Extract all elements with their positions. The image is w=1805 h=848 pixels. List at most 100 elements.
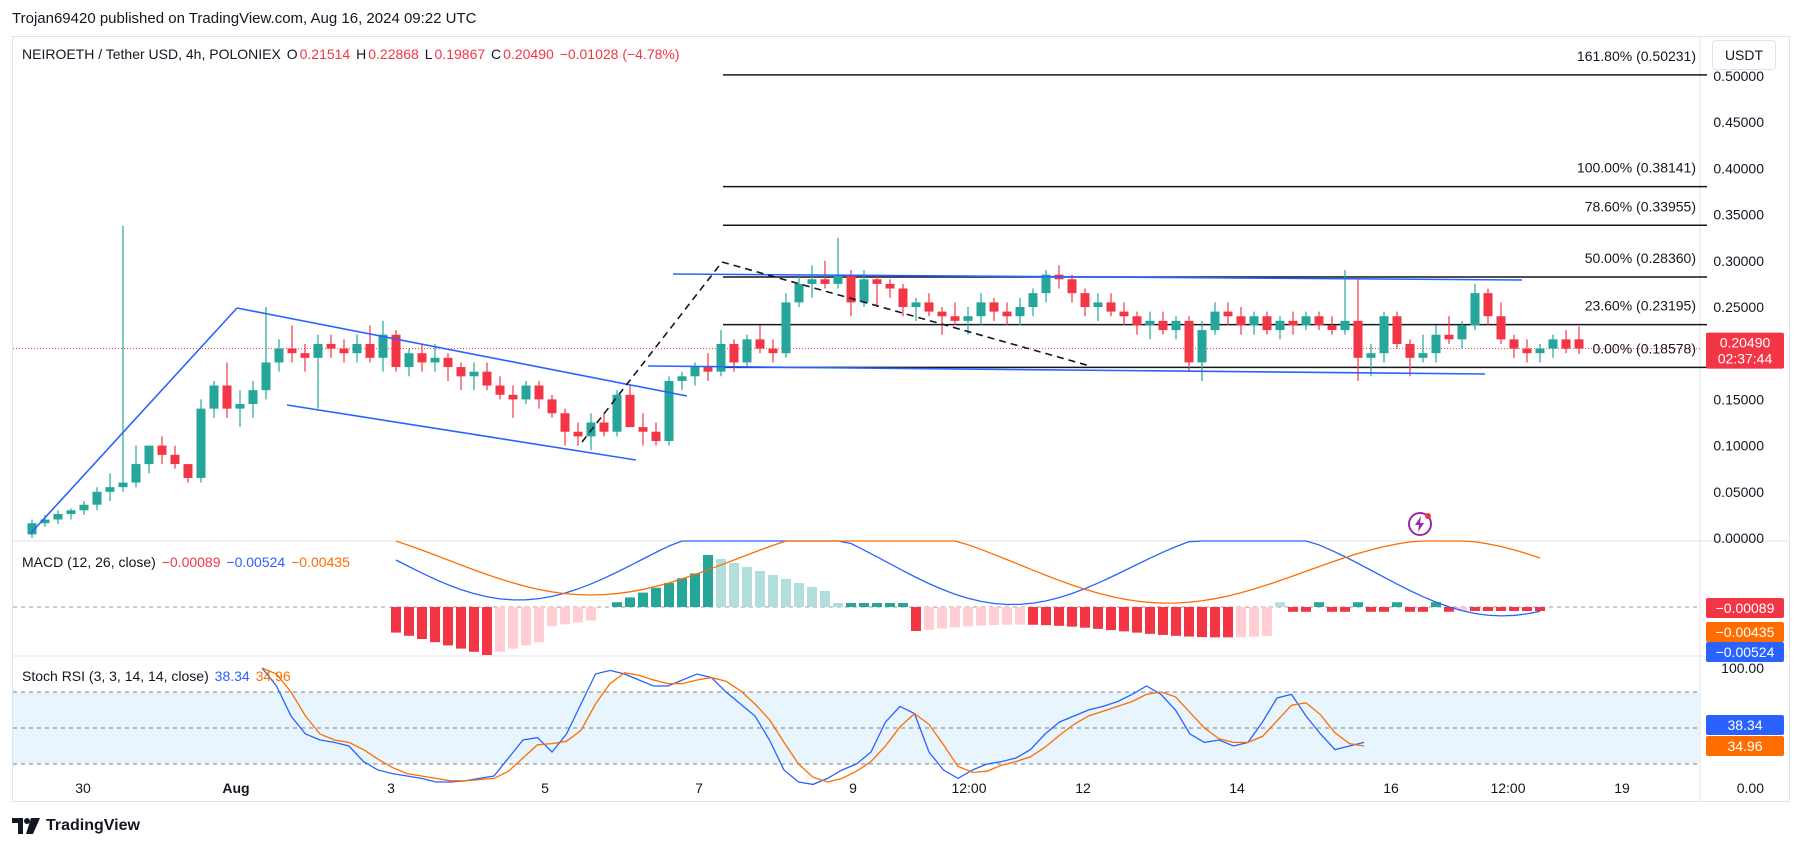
candle-body: [859, 279, 869, 303]
candle-body: [378, 334, 388, 358]
candle-body: [1184, 320, 1194, 363]
macd-hist-bar: [508, 607, 518, 649]
candle-body: [1119, 311, 1129, 317]
candle-body: [1171, 320, 1181, 331]
macd-hist-bar: [690, 573, 700, 607]
macd-hist-bar: [1509, 607, 1519, 611]
candle-body: [1210, 311, 1220, 331]
candle-body: [1418, 353, 1428, 358]
macd-hist-bar: [677, 578, 687, 607]
macd-hist-bar: [963, 607, 973, 627]
macd-hist-bar: [1535, 607, 1545, 611]
candle-body: [365, 343, 375, 358]
macd-hist-bar: [898, 603, 908, 607]
candle-body: [989, 302, 999, 312]
close-value: 0.20490: [503, 46, 554, 62]
macd-hist-bar: [1210, 607, 1220, 638]
candle-body: [1457, 325, 1467, 340]
candle-body: [326, 343, 336, 349]
candle-body: [1080, 293, 1090, 307]
macd-hist-bar: [625, 597, 635, 607]
candle-body: [1444, 334, 1454, 340]
zigzag-dashed-line: [581, 261, 723, 443]
candle-body: [1015, 307, 1025, 317]
candle-body: [690, 367, 700, 377]
candle-body: [898, 288, 908, 307]
macd-hist-bar: [1327, 607, 1337, 612]
macd-hist-bar: [1171, 607, 1181, 636]
candle-body: [521, 385, 531, 400]
candle-body: [1067, 279, 1077, 294]
candle-body: [911, 302, 921, 307]
candle-body: [846, 274, 856, 303]
macd-line-value: −0.00524: [226, 554, 286, 570]
candle-body: [1483, 293, 1493, 317]
macd-hist-bar: [534, 607, 544, 643]
macd-hist-bar: [1522, 607, 1532, 611]
macd-hist-bar: [1444, 607, 1454, 612]
candle-body: [417, 353, 427, 363]
candle-body: [937, 311, 947, 317]
macd-hist-bar: [781, 579, 791, 607]
candle-body: [261, 362, 271, 391]
y-tick-label: 0.30000: [1713, 253, 1764, 269]
candle-body: [105, 487, 115, 492]
macd-hist-bar: [794, 583, 804, 607]
last-price-badge: [1706, 332, 1784, 369]
macd-hist-bar: [755, 571, 765, 607]
candle-body: [443, 357, 453, 368]
trendline: [29, 307, 238, 535]
macd-hist-bar: [443, 607, 453, 646]
footer-brand: TradingView: [12, 817, 140, 835]
candle-body: [1314, 316, 1324, 326]
candle-body: [755, 339, 765, 349]
candle-body: [1392, 316, 1402, 344]
candle-body: [1106, 302, 1116, 312]
fib-level-label: 50.00% (0.28360): [1585, 250, 1696, 266]
candle-body: [118, 482, 128, 488]
fib-level-label: 161.80% (0.50231): [1577, 48, 1696, 64]
currency-button[interactable]: USDT: [1712, 40, 1776, 70]
candle-body: [976, 302, 986, 317]
high-label: H: [356, 46, 367, 62]
candle-body: [79, 504, 89, 511]
macd-hist-bar: [1418, 607, 1428, 612]
y-tick-label: 0.25000: [1713, 299, 1764, 315]
macd-hist-bar: [547, 607, 557, 627]
footer-label: TradingView: [46, 817, 140, 834]
candle-body: [1145, 320, 1155, 326]
stoch-k-line: [261, 667, 1365, 786]
stoch-d-badge-label: 34.96: [1727, 738, 1762, 754]
macd-hist-bar: [1379, 607, 1389, 612]
candle-body: [469, 371, 479, 377]
candle-body: [742, 339, 752, 363]
y-tick-label: 0.05000: [1713, 484, 1764, 500]
x-tick-label: 7: [695, 780, 703, 796]
trendline: [672, 273, 1523, 281]
macd-hist-bar: [430, 607, 440, 643]
macd-hist-bar: [885, 603, 895, 607]
candle-body: [677, 376, 687, 381]
trendline: [647, 365, 1486, 375]
macd-hist-bar: [1028, 607, 1038, 625]
macd-hist-bar: [846, 603, 856, 607]
lightning-icon[interactable]: [1407, 511, 1433, 537]
macd-hist-bar: [1366, 607, 1376, 612]
macd-hist-bar: [1353, 602, 1363, 607]
y-tick-label: 0.10000: [1713, 438, 1764, 454]
candle-body: [1327, 325, 1337, 331]
macd-axis-label: −0.00435: [1716, 624, 1775, 640]
candle-body: [66, 510, 76, 514]
macd-signal-value: −0.00435: [291, 554, 350, 570]
macd-hist-bar: [456, 607, 466, 649]
candle-body: [1535, 348, 1545, 354]
candle-body: [183, 464, 193, 478]
macd-hist-bar: [1067, 607, 1077, 627]
macd-hist-bar: [404, 607, 414, 636]
candle-body: [170, 454, 180, 465]
macd-hist-bar: [1054, 607, 1064, 626]
candle-body: [599, 422, 609, 432]
candle-body: [807, 279, 817, 284]
macd-hist-bar: [1457, 607, 1467, 611]
